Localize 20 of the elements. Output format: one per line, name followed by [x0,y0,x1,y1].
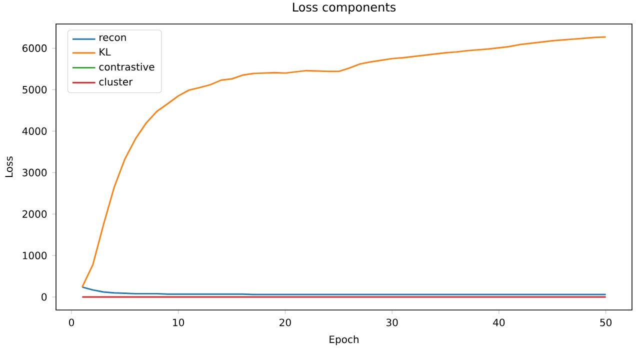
y-tick-label: 1000 [22,252,47,260]
y-tick-label: 2000 [22,210,47,218]
x-tick-label: 50 [600,318,612,326]
x-tick-label: 30 [386,318,398,326]
x-tick-label: 10 [173,318,184,326]
legend-label: cluster [99,78,133,86]
x-axis-title: Epoch [330,335,358,346]
x-tick-label: 40 [493,318,505,326]
y-axis-title: Loss [5,156,13,177]
y-tick-label: 6000 [22,44,47,52]
x-tick-label: 20 [280,318,291,326]
y-tick-label: 0 [42,293,47,301]
x-tick-label: 0 [68,318,74,326]
y-tick-label: 3000 [22,168,47,176]
legend-label: KL [100,48,111,56]
y-tick-label: 5000 [22,86,47,94]
legend-label: recon [100,35,126,42]
chart-title: Loss components [293,2,396,14]
y-tick-label: 4000 [22,127,47,135]
legend-label: contrastive [99,62,154,71]
